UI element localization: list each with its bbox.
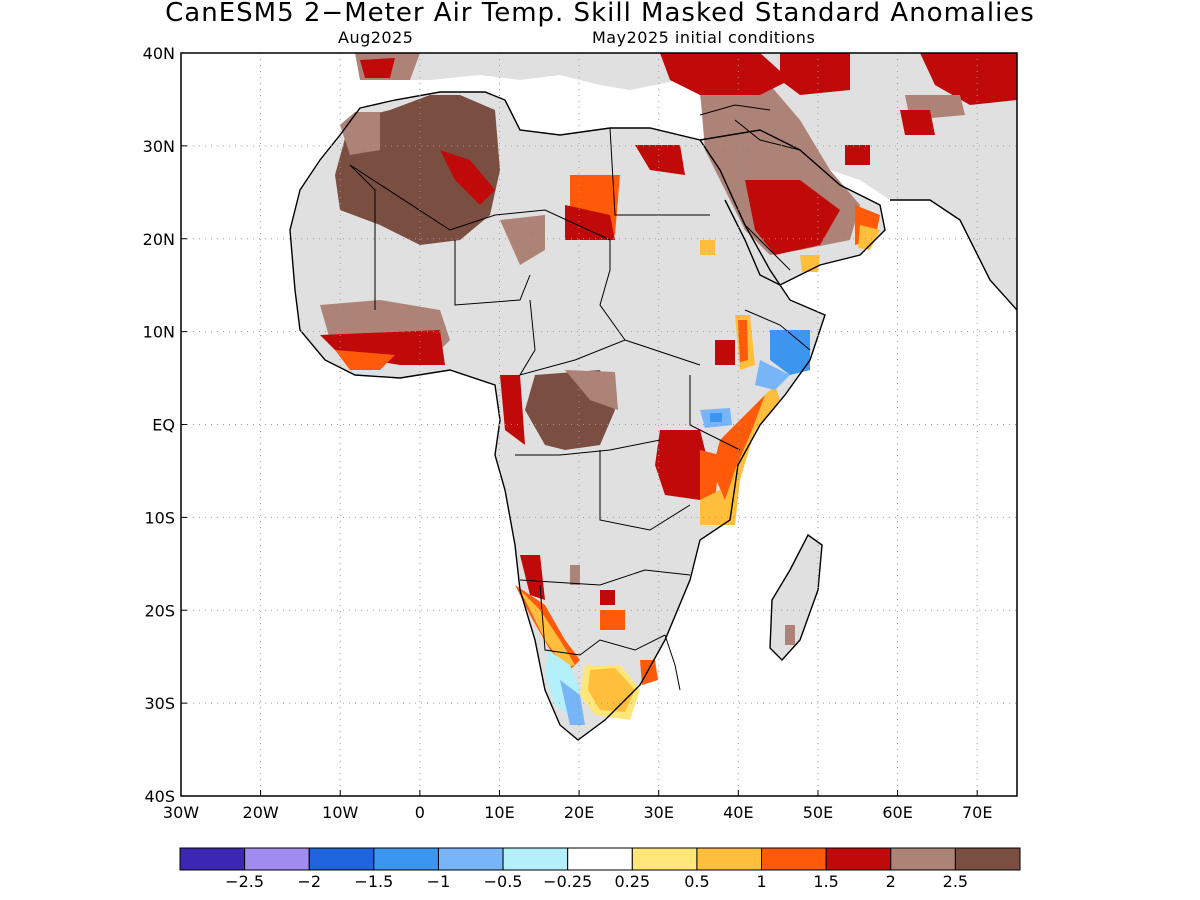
colorbar-swatch bbox=[567, 847, 633, 871]
colorbar-swatch bbox=[244, 847, 310, 871]
colorbar-label: −0.5 bbox=[483, 872, 523, 891]
lat-tick-label: 20S bbox=[144, 601, 175, 620]
lon-tick-label: 30E bbox=[643, 803, 673, 822]
colorbar-label: 0.5 bbox=[684, 872, 710, 891]
lat-tick-label: EQ bbox=[152, 416, 175, 435]
lat-tick-label: 40N bbox=[143, 44, 175, 63]
lat-labels: 40N 30N 20N 10N EQ 10S 20S 30S 40S bbox=[143, 44, 175, 806]
colorbar-swatch bbox=[761, 847, 827, 871]
graticule bbox=[181, 53, 1017, 796]
colorbar-label: −0.25 bbox=[543, 872, 593, 891]
lon-tick-label: 0 bbox=[415, 803, 425, 822]
lon-tick-label: 20W bbox=[243, 803, 279, 822]
lat-tick-label: 10N bbox=[143, 323, 175, 342]
colorbar-swatch bbox=[825, 847, 892, 871]
colorbar-swatch bbox=[890, 847, 956, 871]
lon-tick-label: 70E bbox=[962, 803, 992, 822]
colorbar-label: −1.5 bbox=[354, 872, 394, 891]
lon-tick-label: 40E bbox=[723, 803, 753, 822]
europe-land bbox=[355, 53, 690, 90]
colorbar bbox=[179, 847, 1021, 871]
lon-tick-label: 30W bbox=[163, 803, 199, 822]
colorbar-label: 2.5 bbox=[942, 872, 969, 891]
initial-conditions-label: May2025 initial conditions bbox=[592, 28, 816, 47]
colorbar-swatch bbox=[179, 847, 246, 871]
colorbar-label: 1 bbox=[756, 872, 767, 891]
madagascar-land bbox=[770, 535, 822, 660]
colorbar-swatch bbox=[631, 847, 698, 871]
colorbar-swatch bbox=[502, 847, 569, 871]
lon-tick-label: 10E bbox=[484, 803, 514, 822]
colorbar-swatch bbox=[308, 847, 375, 871]
lat-tick-label: 30N bbox=[143, 137, 175, 156]
colorbar-label: 0.25 bbox=[614, 872, 651, 891]
country-borders bbox=[349, 104, 811, 691]
lat-tick-label: 20N bbox=[143, 230, 175, 249]
map-content bbox=[289, 53, 1017, 741]
lon-tick-label: 10W bbox=[322, 803, 358, 822]
colorbar-swatch bbox=[954, 847, 1021, 871]
colorbar-swatch bbox=[373, 847, 439, 871]
colorbar-label: 1.5 bbox=[813, 872, 839, 891]
lat-tick-label: 10S bbox=[144, 508, 175, 527]
lon-tick-label: 60E bbox=[882, 803, 912, 822]
colorbar-label: −2.5 bbox=[225, 872, 265, 891]
colorbar-swatch bbox=[696, 847, 763, 871]
forecast-month: Aug2025 bbox=[338, 28, 414, 47]
coastlines bbox=[289, 91, 1017, 741]
lat-tick-label: 30S bbox=[144, 694, 175, 713]
lat-tick-label: 40S bbox=[144, 787, 175, 806]
colorbar-label: 2 bbox=[885, 872, 896, 891]
lon-tick-label: 20E bbox=[564, 803, 594, 822]
map-title: CanESM5 2−Meter Air Temp. Skill Masked S… bbox=[165, 0, 1035, 28]
axis-ticks bbox=[180, 52, 978, 797]
lon-labels: 30W 20W 10W 0 10E 20E 30E 40E 50E 60E 70E bbox=[163, 803, 993, 822]
lon-tick-label: 50E bbox=[803, 803, 833, 822]
colorbar-swatch bbox=[437, 847, 504, 871]
colorbar-label: −1 bbox=[426, 872, 451, 891]
colorbar-label: −2 bbox=[297, 872, 322, 891]
